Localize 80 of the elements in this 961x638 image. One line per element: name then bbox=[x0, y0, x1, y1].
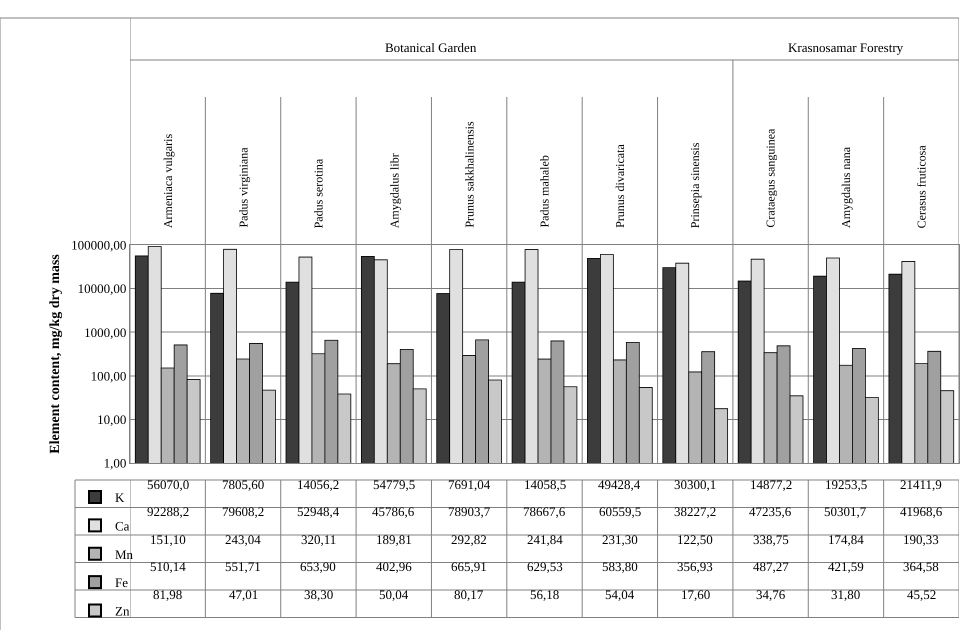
x-tick-label: Amygdalus nana bbox=[838, 146, 853, 228]
data-label: 34,76 bbox=[756, 587, 786, 602]
data-label: 52948,4 bbox=[297, 504, 340, 519]
data-label: 92288,2 bbox=[147, 504, 190, 519]
data-label: 38227,2 bbox=[674, 504, 716, 519]
data-label: 241,84 bbox=[527, 532, 564, 547]
x-tick-label: Armeniaca vulgaris bbox=[161, 134, 176, 228]
data-label: 60559,5 bbox=[599, 504, 642, 519]
data-label: 7691,04 bbox=[448, 477, 491, 492]
legend-label: Zn bbox=[115, 604, 130, 619]
data-label: 54,04 bbox=[605, 587, 635, 602]
data-label: 292,82 bbox=[451, 532, 487, 547]
data-label: 78667,6 bbox=[523, 504, 566, 519]
data-label: 78903,7 bbox=[448, 504, 491, 519]
data-label: 50301,7 bbox=[824, 504, 867, 519]
data-label: 14058,5 bbox=[524, 477, 566, 492]
data-label: 356,93 bbox=[677, 559, 713, 574]
x-tick-label: Prunus sakkhalinensis bbox=[462, 120, 477, 228]
data-label: 30300,1 bbox=[674, 477, 716, 492]
x-tick-label: Padus virginiana bbox=[236, 146, 251, 228]
data-label: 231,30 bbox=[602, 532, 638, 547]
x-tick-label: Amygdalus libr bbox=[387, 153, 402, 228]
data-label: 665,91 bbox=[451, 559, 487, 574]
data-label: 41968,6 bbox=[900, 504, 943, 519]
legend-label: K bbox=[115, 490, 125, 506]
data-label: 81,98 bbox=[153, 587, 182, 602]
data-label: 56,18 bbox=[530, 587, 560, 602]
data-label: 54779,5 bbox=[373, 477, 416, 492]
data-label: 17,60 bbox=[681, 587, 710, 602]
data-label: 421,59 bbox=[828, 559, 864, 574]
data-label: 320,11 bbox=[301, 532, 336, 547]
y-tick-label: 1,00 bbox=[104, 456, 126, 471]
text: Krasnosamar Forestry bbox=[788, 40, 904, 55]
data-label: 19253,5 bbox=[825, 477, 868, 492]
data-label: 80,17 bbox=[454, 587, 484, 602]
data-label: 38,30 bbox=[304, 587, 334, 602]
y-tick-label: 100000,00 bbox=[71, 238, 126, 253]
data-label: 47235,6 bbox=[749, 504, 792, 519]
y-tick-label: 10,00 bbox=[97, 412, 126, 427]
data-label: 49428,4 bbox=[598, 477, 641, 492]
data-label: 190,33 bbox=[903, 532, 939, 547]
data-label: 14056,2 bbox=[297, 477, 340, 492]
data-label: 402,96 bbox=[376, 559, 412, 574]
x-tick-label: Crataegus sanguinea bbox=[764, 128, 778, 228]
data-label: 7805,60 bbox=[222, 477, 264, 492]
x-tick-label: Prinsepia sinensis bbox=[688, 142, 702, 228]
x-tick-label: Padus mahaleb bbox=[538, 155, 552, 228]
x-tick-label: Prunus divaricata bbox=[612, 144, 627, 228]
data-label: 189,81 bbox=[376, 532, 412, 547]
y-axis-title: Element content, mg/kg dry mass bbox=[48, 254, 63, 454]
data-label: 50,04 bbox=[379, 587, 409, 602]
data-label: 338,75 bbox=[753, 532, 789, 547]
data-label: 47,01 bbox=[229, 587, 258, 602]
y-tick-label: 1000,00 bbox=[84, 324, 126, 340]
y-tick-label: 10000,00 bbox=[78, 281, 126, 296]
data-label: 45,52 bbox=[907, 587, 936, 602]
x-tick-label: Cerasus fruticosa bbox=[914, 144, 928, 228]
data-label: 174,84 bbox=[828, 532, 864, 547]
data-label: 487,27 bbox=[753, 559, 790, 574]
data-label: 14877,2 bbox=[750, 477, 792, 492]
text: Botanical Garden bbox=[385, 40, 477, 55]
data-label: 629,53 bbox=[527, 559, 563, 574]
data-label: 364,58 bbox=[903, 559, 939, 574]
legend-label: Fe bbox=[115, 575, 128, 590]
legend-label: Ca bbox=[115, 518, 130, 534]
data-label: 583,80 bbox=[602, 559, 638, 574]
data-label: 79608,2 bbox=[222, 504, 264, 519]
data-label: 510,14 bbox=[150, 559, 186, 574]
data-label: 243,04 bbox=[225, 532, 262, 547]
data-label: 31,80 bbox=[831, 587, 860, 602]
legend-label: Mn bbox=[115, 546, 134, 562]
y-tick-label: 100,00 bbox=[90, 368, 126, 384]
data-label: 122,50 bbox=[677, 532, 713, 547]
data-label: 653,90 bbox=[300, 559, 336, 574]
data-label: 151,10 bbox=[150, 532, 186, 547]
data-label: 21411,9 bbox=[900, 477, 942, 492]
data-label: 45786,6 bbox=[372, 504, 415, 519]
data-label: 551,71 bbox=[225, 559, 261, 574]
data-label: 56070,0 bbox=[147, 477, 190, 492]
x-tick-label: Padus serotina bbox=[311, 158, 326, 228]
